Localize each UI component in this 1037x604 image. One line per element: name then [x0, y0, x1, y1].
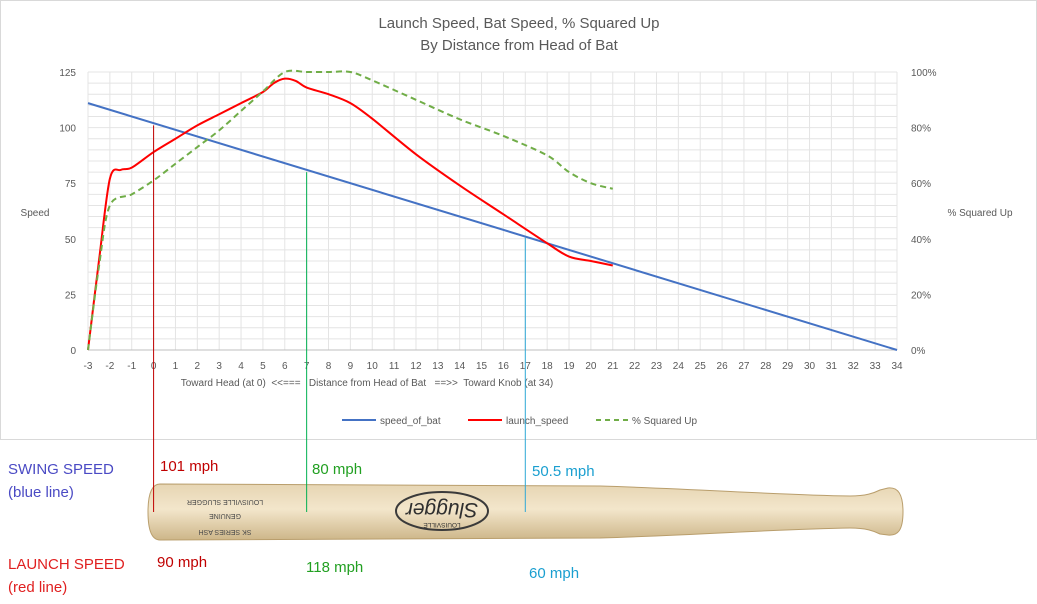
x-tick-label: 4: [238, 361, 244, 372]
swing-speed-subtitle: (blue line): [8, 484, 74, 501]
y-tick-label: 125: [59, 68, 76, 79]
x-tick-label: 13: [432, 361, 444, 372]
launch-speed-label: LAUNCH SPEED (red line): [8, 553, 125, 599]
y2-tick-label: 20%: [911, 290, 931, 301]
x-tick-label: 14: [454, 361, 466, 372]
x-tick-label: 8: [326, 361, 332, 372]
annotation-lines: [153, 125, 526, 512]
x-tick-label: 28: [760, 361, 772, 372]
y-axis-title: Speed: [21, 208, 50, 219]
x-tick-label: 10: [367, 361, 379, 372]
bat-barrel-text-1: SK SERIES ASH: [199, 528, 252, 535]
x-axis-title: Toward Head (at 0) <<=== Distance from H…: [181, 378, 554, 389]
y-tick-label: 75: [65, 179, 77, 190]
x-tick-label: 31: [826, 361, 838, 372]
y2-tick-label: 60%: [911, 179, 931, 190]
swing-speed-label: SWING SPEED (blue line): [8, 458, 114, 504]
x-tick-label: 19: [563, 361, 575, 372]
x-tick-label: 34: [891, 361, 903, 372]
x-tick-label: 5: [260, 361, 266, 372]
series-line-speed-of-bat: [87, 102, 898, 351]
y2-tick-label: 100%: [911, 68, 937, 79]
y2-tick-label: 40%: [911, 235, 931, 246]
y2-tick-label: 80%: [911, 124, 931, 135]
y-tick-label: 25: [65, 290, 77, 301]
bat-barrel-text: SK SERIES ASH GENUINE LOUISVILLE SLUGGER: [187, 498, 263, 535]
chart-title: Launch Speed, Bat Speed, % Squared Up: [378, 15, 659, 32]
x-tick-label: 23: [651, 361, 663, 372]
x-tick-label: 6: [282, 361, 288, 372]
bat-barrel-text-3: LOUISVILLE SLUGGER: [187, 498, 263, 505]
swing-speed-at-17: 50.5 mph: [532, 463, 595, 480]
y2-tick-label: 0%: [911, 346, 926, 357]
x-tick-label: 11: [389, 361, 400, 372]
bat-logo-top: LOUISVILLE: [423, 521, 461, 528]
x-tick-label: 33: [870, 361, 882, 372]
y-axis-ticks: 0 25 50 75 100 125: [59, 68, 76, 357]
y-tick-label: 50: [65, 235, 77, 246]
x-tick-label: -3: [84, 361, 93, 372]
x-tick-label: 16: [498, 361, 510, 372]
launch-speed-at-7: 118 mph: [306, 559, 364, 576]
swing-speed-at-7: 80 mph: [312, 461, 363, 478]
x-tick-label: 9: [348, 361, 354, 372]
series-line-launch-speed: [87, 77, 613, 351]
launch-speed-title: LAUNCH SPEED: [8, 556, 125, 573]
legend: speed_of_bat launch_speed % Squared Up: [342, 416, 697, 427]
x-tick-label: 22: [629, 361, 641, 372]
bat-logo: Slugger: [405, 498, 478, 521]
y-tick-label: 100: [59, 124, 76, 135]
y-tick-label: 0: [70, 346, 76, 357]
legend-label-speed-of-bat: speed_of_bat: [380, 416, 441, 427]
legend-label-squared-up: % Squared Up: [632, 416, 697, 427]
y2-axis-title: % Squared Up: [947, 208, 1012, 219]
x-tick-label: 3: [216, 361, 222, 372]
swing-speed-at-0: 101 mph: [160, 458, 219, 475]
x-tick-label: -2: [105, 361, 114, 372]
x-tick-label: 15: [476, 361, 488, 372]
legend-label-launch-speed: launch_speed: [506, 416, 568, 427]
launch-speed-at-0: 90 mph: [157, 554, 208, 571]
bat-barrel-text-2: GENUINE: [209, 512, 241, 519]
x-tick-label: -1: [127, 361, 136, 372]
x-tick-label: 2: [195, 361, 201, 372]
x-tick-label: 29: [782, 361, 794, 372]
swing-speed-title: SWING SPEED: [8, 461, 114, 478]
x-tick-label: 24: [673, 361, 685, 372]
chart-subtitle: By Distance from Head of Bat: [420, 37, 618, 54]
x-tick-label: 21: [607, 361, 619, 372]
series-line-squared-up: [87, 69, 614, 351]
x-tick-label: 32: [848, 361, 860, 372]
x-axis-ticks: -3-2-10123456789101112131415161718192021…: [84, 361, 903, 372]
y2-axis-ticks: 0% 20% 40% 60% 80% 100%: [911, 68, 937, 357]
x-tick-label: 26: [717, 361, 729, 372]
x-tick-label: 25: [695, 361, 707, 372]
x-tick-label: 27: [738, 361, 750, 372]
x-tick-label: 1: [173, 361, 179, 372]
grid: [87, 71, 898, 351]
series: [87, 69, 898, 351]
x-tick-label: 18: [542, 361, 554, 372]
x-tick-label: 12: [410, 361, 422, 372]
launch-speed-at-17: 60 mph: [529, 565, 580, 582]
x-tick-label: 30: [804, 361, 816, 372]
x-tick-label: 20: [585, 361, 597, 372]
launch-speed-subtitle: (red line): [8, 579, 68, 596]
